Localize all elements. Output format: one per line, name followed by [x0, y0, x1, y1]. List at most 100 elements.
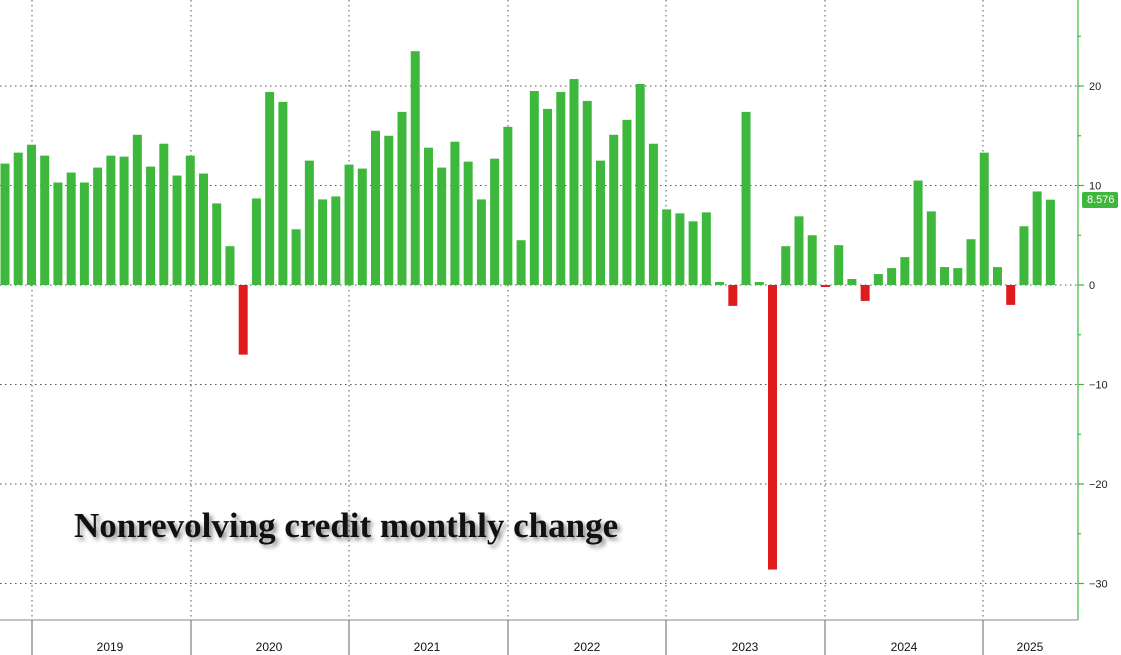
year-label-2025: 2025 [1017, 640, 1044, 654]
bar-74 [979, 152, 989, 285]
bar-40 [529, 90, 539, 285]
bar-26 [344, 164, 354, 285]
bar-29 [384, 135, 394, 285]
bar-63 [834, 245, 844, 285]
bar-79 [1045, 199, 1055, 285]
bar-17 [225, 246, 235, 285]
bar-62 [820, 285, 830, 287]
bar-31 [410, 51, 420, 286]
year-label-2021: 2021 [414, 640, 441, 654]
year-label-2022: 2022 [574, 640, 601, 654]
bar-35 [463, 161, 473, 285]
bar-12 [159, 143, 169, 285]
bar-4 [53, 182, 63, 285]
bar-27 [357, 168, 367, 285]
bar-44 [582, 100, 592, 286]
bar-30 [397, 111, 407, 286]
ytick-label--20: −20 [1089, 479, 1108, 491]
bar-39 [516, 240, 526, 285]
bar-22 [291, 229, 301, 285]
bar-21 [278, 101, 288, 285]
bar-46 [609, 134, 619, 285]
bar-2 [26, 144, 36, 285]
bar-58 [768, 285, 778, 570]
bar-28 [371, 130, 381, 285]
bar-36 [476, 199, 486, 285]
bar-60 [794, 216, 804, 285]
x-axis: 2019 2020 2021 2022 2023 2024 2025 [0, 619, 1078, 655]
ytick-label-20: 20 [1089, 81, 1101, 93]
year-label-2024: 2024 [891, 640, 918, 654]
bar-23 [304, 160, 314, 285]
ytick-label-0: 0 [1089, 280, 1095, 292]
bar-18 [238, 285, 248, 355]
bar-73 [966, 239, 976, 285]
bar-49 [648, 143, 658, 285]
bar-8 [106, 155, 116, 285]
bar-71 [940, 267, 950, 285]
bar-59 [781, 246, 791, 285]
year-label-2020: 2020 [256, 640, 283, 654]
bar-16 [212, 203, 222, 285]
bar-24 [318, 199, 328, 285]
bar-33 [437, 167, 447, 285]
bar-34 [450, 141, 460, 285]
bar-5 [66, 172, 76, 285]
bar-9 [119, 156, 129, 285]
ytick-label-10: 10 [1089, 181, 1101, 193]
bar-77 [1019, 226, 1029, 285]
bar-37 [490, 158, 500, 285]
bar-72 [953, 268, 963, 285]
bar-45 [595, 160, 605, 285]
ytick-label--30: −30 [1089, 579, 1108, 591]
bar-50 [662, 209, 672, 285]
y-axis: −30 −20 −10 0 10 20 [1077, 0, 1108, 620]
bar-11 [146, 166, 156, 285]
bar-10 [132, 134, 142, 285]
bar-51 [675, 213, 685, 285]
year-label-2023: 2023 [732, 640, 759, 654]
bar-3 [40, 155, 50, 285]
bar-6 [79, 182, 89, 285]
bar-20 [265, 91, 275, 285]
bar-32 [423, 147, 433, 285]
bar-0 [0, 163, 10, 285]
bar-68 [900, 257, 910, 285]
bar-41 [543, 108, 553, 285]
bar-47 [622, 119, 632, 285]
bar-78 [1032, 191, 1042, 285]
bar-53 [701, 212, 711, 285]
bar-14 [185, 155, 195, 285]
bar-69 [913, 180, 923, 285]
bar-25 [331, 196, 341, 285]
bar-19 [251, 198, 261, 285]
bar-75 [992, 267, 1002, 285]
gridlines [0, 0, 1078, 620]
bar-66 [873, 274, 883, 286]
bar-57 [754, 282, 764, 285]
bar-42 [556, 91, 566, 285]
bar-54 [715, 282, 725, 285]
bar-38 [503, 126, 513, 285]
bar-76 [1006, 285, 1016, 305]
bar-65 [860, 285, 870, 301]
bar-61 [807, 235, 817, 285]
bar-15 [199, 173, 208, 285]
bar-48 [635, 84, 645, 285]
bar-70 [926, 211, 936, 285]
bar-13 [172, 175, 182, 285]
chart-title: Nonrevolving credit monthly change [74, 506, 619, 545]
bars [0, 51, 1055, 570]
bar-43 [569, 79, 579, 285]
last-value-tag: 8.576 [1082, 192, 1118, 208]
bar-64 [847, 279, 857, 285]
bar-67 [887, 268, 897, 285]
bar-7 [93, 167, 103, 285]
bar-55 [728, 285, 738, 306]
bar-1 [13, 152, 23, 285]
year-label-2019: 2019 [97, 640, 124, 654]
ytick-label--10: −10 [1089, 380, 1108, 392]
bar-52 [688, 221, 698, 285]
